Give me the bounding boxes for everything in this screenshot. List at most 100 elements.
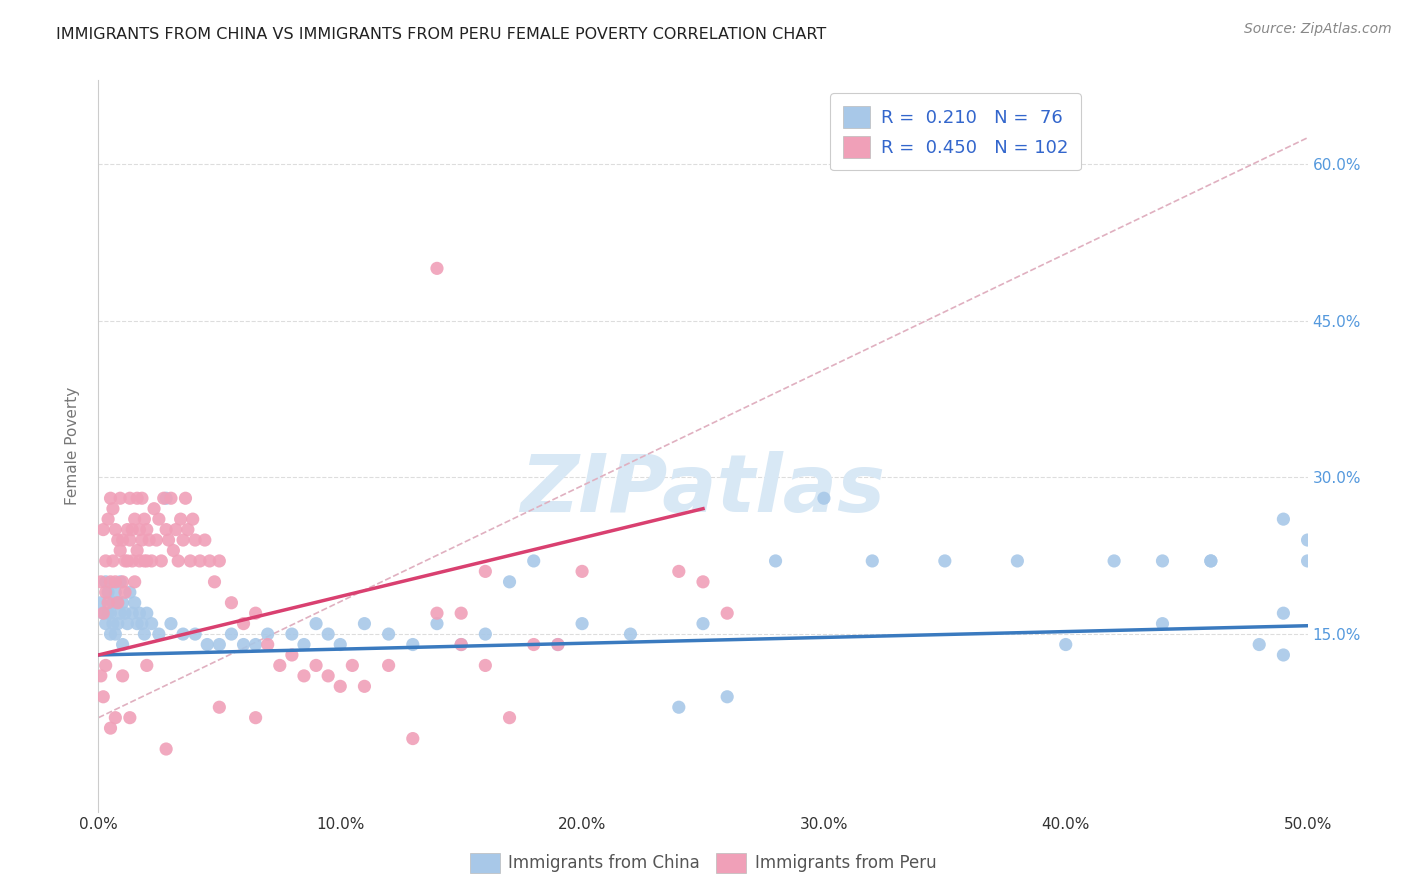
Point [152,491,174,506]
Point [668,565,690,579]
Point [426,261,449,276]
Point [94,574,117,589]
Point [1007,554,1029,568]
Point [91,606,114,620]
Point [121,554,143,568]
Point [111,638,134,652]
Point [155,491,177,506]
Point [256,627,278,641]
Point [181,512,204,526]
Point [100,491,122,506]
Point [124,596,146,610]
Point [114,585,136,599]
Point [172,627,194,641]
Point [97,585,120,599]
Point [100,627,122,641]
Point [104,574,127,589]
Point [101,596,124,610]
Point [184,533,207,547]
Point [169,512,191,526]
Point [127,616,149,631]
Point [94,554,117,568]
Point [353,679,375,693]
Point [221,627,243,641]
Point [134,512,156,526]
Point [101,616,124,631]
Point [195,638,218,652]
Point [860,554,883,568]
Point [128,606,150,620]
Point [208,554,231,568]
Point [329,638,352,652]
Point [523,554,546,568]
Legend: R =  0.210   N =  76, R =  0.450   N = 102: R = 0.210 N = 76, R = 0.450 N = 102 [831,93,1081,170]
Point [108,491,131,506]
Point [281,627,304,641]
Point [292,638,315,652]
Point [143,501,166,516]
Point [117,523,139,537]
Point [668,700,690,714]
Point [402,731,425,746]
Point [135,658,157,673]
Point [128,523,150,537]
Point [208,700,231,714]
Point [101,554,124,568]
Point [111,669,134,683]
Point [450,638,472,652]
Point [118,585,141,599]
Point [204,574,226,589]
Point [127,543,149,558]
Point [155,742,177,756]
Point [305,616,328,631]
Point [188,554,211,568]
Point [104,711,127,725]
Point [155,523,177,537]
Point [101,501,124,516]
Point [131,491,153,506]
Point [100,606,122,620]
Point [135,523,157,537]
Point [498,574,520,589]
Point [292,669,315,683]
Point [450,638,472,652]
Point [90,574,112,589]
Point [108,574,131,589]
Point [329,679,352,693]
Point [124,574,146,589]
Point [91,523,114,537]
Point [1249,638,1271,652]
Legend: Immigrants from China, Immigrants from Peru: Immigrants from China, Immigrants from P… [463,847,943,880]
Point [450,606,472,620]
Point [107,596,129,610]
Point [281,648,304,662]
Point [104,627,127,641]
Y-axis label: Female Poverty: Female Poverty [65,387,80,505]
Point [118,533,141,547]
Point [94,585,117,599]
Point [1102,554,1125,568]
Point [571,565,593,579]
Point [1272,512,1295,526]
Point [353,616,375,631]
Point [114,554,136,568]
Point [1152,554,1174,568]
Point [118,491,141,506]
Point [111,596,134,610]
Point [426,606,449,620]
Point [523,638,546,652]
Point [127,491,149,506]
Point [91,606,114,620]
Point [716,690,738,704]
Point [1296,554,1319,568]
Text: ZIPatlas: ZIPatlas [520,450,886,529]
Point [94,658,117,673]
Point [692,616,714,631]
Point [107,616,129,631]
Point [934,554,956,568]
Point [128,554,150,568]
Point [160,491,183,506]
Point [316,669,339,683]
Point [111,574,134,589]
Point [232,616,254,631]
